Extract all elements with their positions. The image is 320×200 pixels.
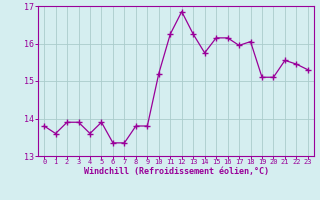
- X-axis label: Windchill (Refroidissement éolien,°C): Windchill (Refroidissement éolien,°C): [84, 167, 268, 176]
